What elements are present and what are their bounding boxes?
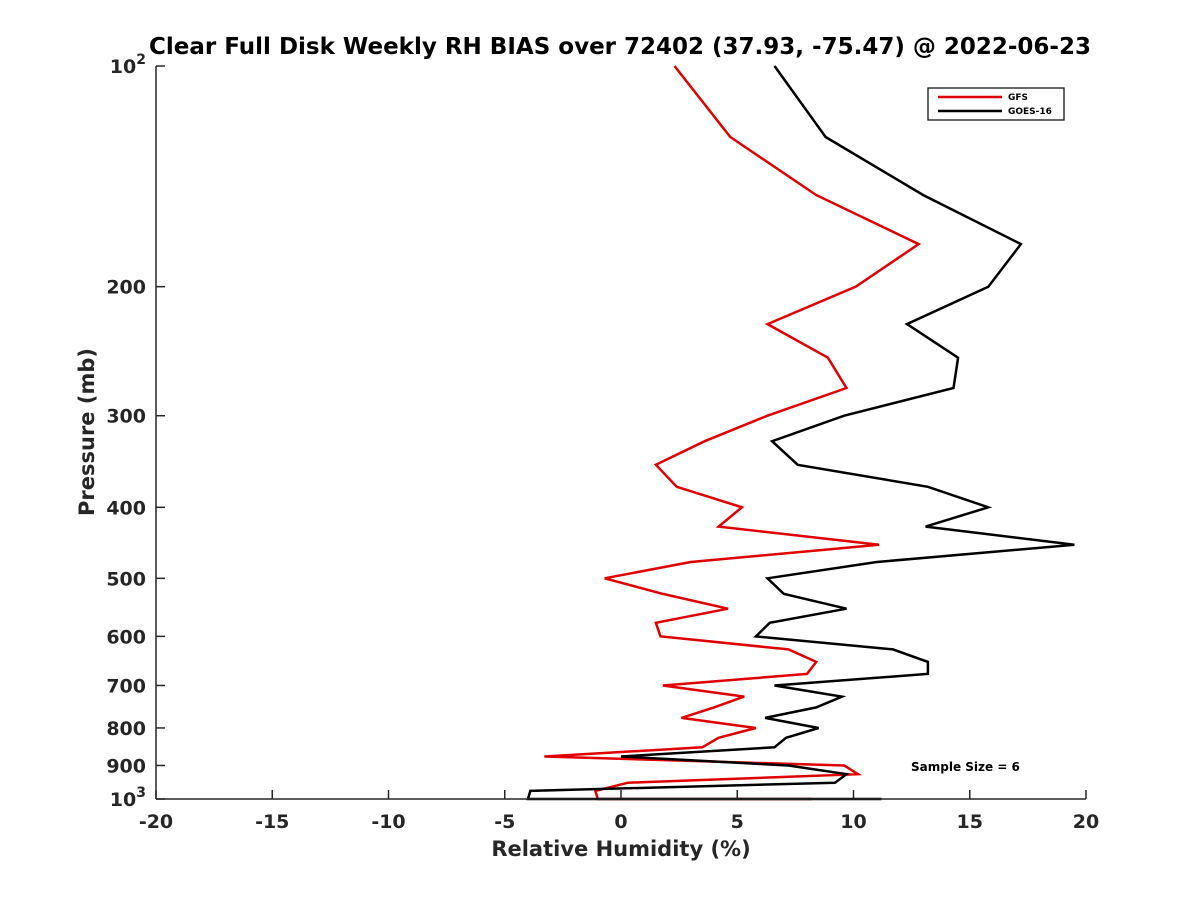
y-tick-label: 700: [106, 675, 146, 697]
plot-area: [156, 66, 1086, 799]
x-tick-label: -10: [371, 811, 405, 833]
series-layer: [526, 65, 1075, 801]
y-tick-label: 800: [106, 718, 146, 740]
series-line-gfs: [544, 65, 922, 801]
x-tick-label: -5: [494, 811, 515, 833]
y-tick-label: 400: [106, 497, 146, 519]
legend-label-goes16: GOES-16: [1008, 107, 1052, 117]
y-tick-label: 900: [106, 755, 146, 777]
x-axis-ticks: -20 -15 -10 -5 0 5 10 15 20: [139, 790, 1099, 833]
x-tick-label: 5: [731, 811, 744, 833]
x-axis-label: Relative Humidity (%): [491, 837, 750, 861]
plot-background: [156, 66, 1086, 799]
y-axis-label: Pressure (mb): [75, 348, 99, 516]
y-tick-label: 200: [106, 277, 146, 299]
series-line-goes16: [526, 65, 1075, 801]
y-tick-label: 600: [106, 626, 146, 648]
y-tick-label: 300: [106, 406, 146, 428]
legend-label-gfs: GFS: [1008, 93, 1028, 103]
y-tick-label: 500: [106, 568, 146, 590]
y-tick-label: 102: [110, 52, 146, 78]
y-axis-ticks: 102 200 300 400 500 600 700 800 900 103: [106, 52, 165, 811]
legend-box: [927, 87, 1065, 121]
x-tick-label: 0: [614, 811, 627, 833]
y-tick-label: 103: [110, 785, 146, 811]
x-tick-label: -20: [139, 811, 173, 833]
sample-size-annotation: Sample Size = 6: [911, 760, 1020, 774]
x-tick-label: 10: [840, 811, 866, 833]
legend: GFS GOES-16: [927, 87, 1065, 121]
x-tick-label: -15: [255, 811, 289, 833]
x-tick-label: 15: [957, 811, 983, 833]
x-tick-label: 20: [1073, 811, 1099, 833]
chart-title: Clear Full Disk Weekly RH BIAS over 7240…: [149, 34, 1091, 60]
